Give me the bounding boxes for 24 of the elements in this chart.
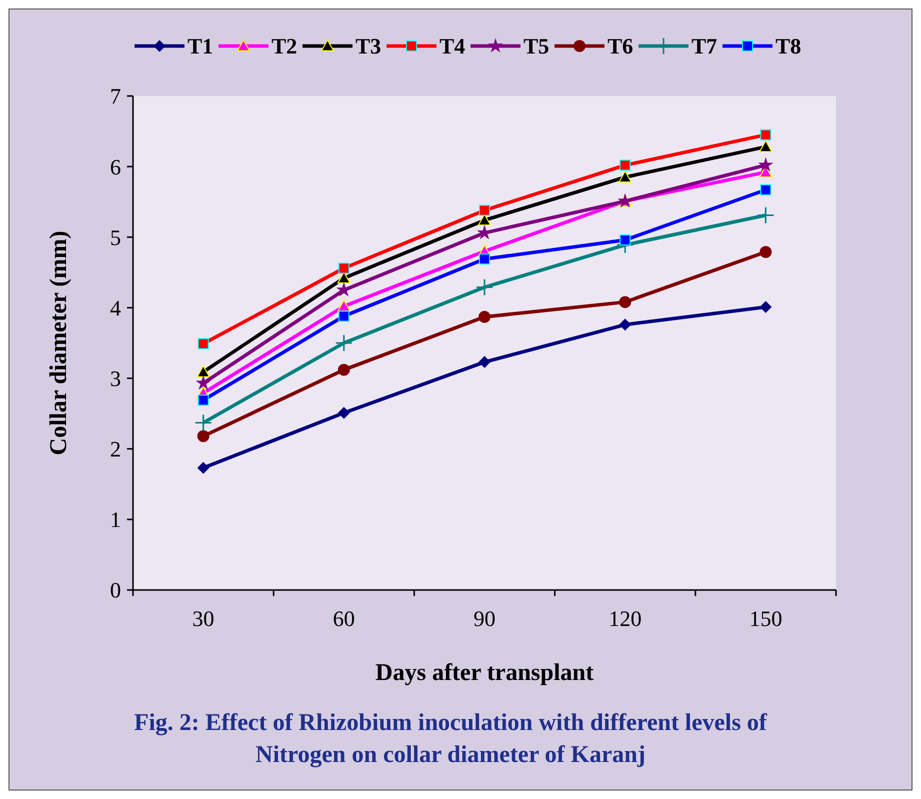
text: Fig. 2: Effect of Rhizobium inoculation with different levels of Nitrogen on collar diameter of Karanj xyxy=(134,710,768,768)
x-tick-label: 60 xyxy=(332,606,355,631)
y-tick-label: 5 xyxy=(110,224,121,250)
legend-label: T2 xyxy=(272,34,298,59)
y-tick-label: 4 xyxy=(110,295,121,320)
x-tick-label: 90 xyxy=(474,606,496,631)
y-tick-label: 3 xyxy=(110,366,121,391)
legend-label: T7 xyxy=(692,34,718,59)
x-tick-label: 30 xyxy=(192,606,214,631)
x-axis-title: Days after transplant xyxy=(375,660,594,686)
x-tick-label: 120 xyxy=(608,606,642,631)
legend-label: T4 xyxy=(440,34,466,59)
y-axis-title: Collar diameter (mm) xyxy=(46,230,72,456)
y-tick-label: 7 xyxy=(110,84,121,109)
legend-label: T8 xyxy=(776,34,802,59)
x-tick-label: 150 xyxy=(749,606,782,631)
legend-label: T1 xyxy=(188,34,214,59)
legend-label: T5 xyxy=(524,34,550,59)
legend-label: T3 xyxy=(356,34,382,59)
y-tick-label: 1 xyxy=(110,507,121,532)
y-tick-label: 2 xyxy=(110,436,121,462)
legend-label: T6 xyxy=(608,34,634,59)
y-tick-label: 6 xyxy=(110,154,121,180)
y-tick-label: 0 xyxy=(110,578,121,603)
